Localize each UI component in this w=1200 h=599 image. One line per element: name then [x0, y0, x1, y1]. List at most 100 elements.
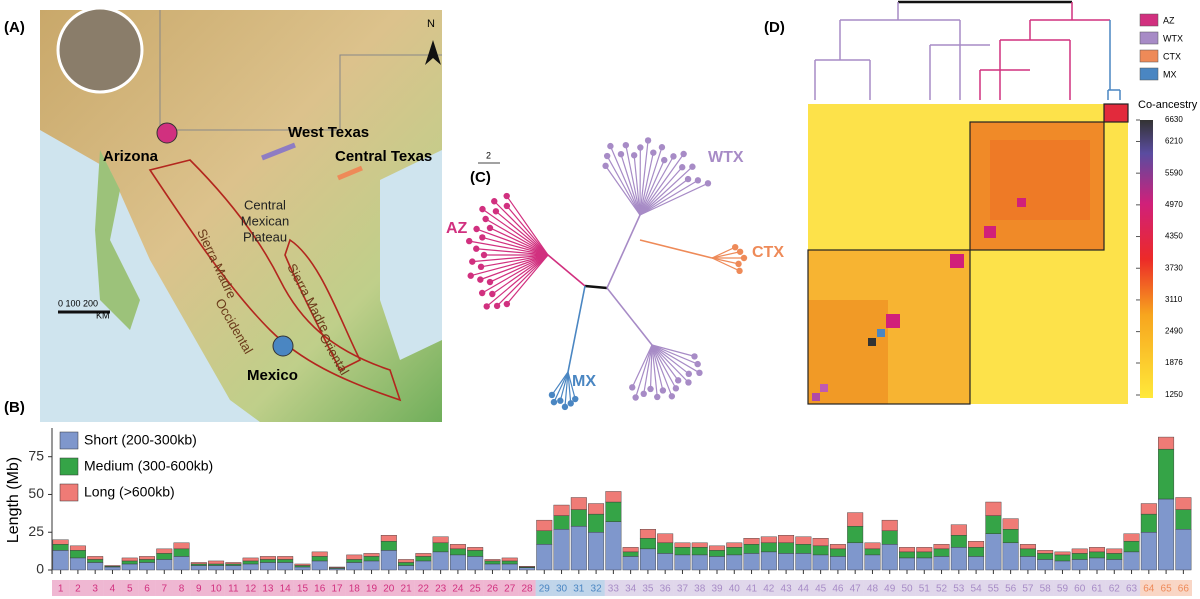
tree-tip — [644, 137, 652, 144]
tree-tip — [647, 385, 654, 393]
x-tick-label: 55 — [988, 584, 1000, 595]
x-tick-label: 39 — [711, 584, 723, 595]
bar-segment — [1158, 448, 1175, 500]
tree-branch — [631, 344, 653, 388]
bar-segment — [829, 544, 846, 550]
bar-segment — [570, 497, 587, 510]
label-strip — [535, 580, 553, 596]
bar-segment — [760, 551, 777, 571]
bar-segment — [691, 554, 708, 571]
tree-branch — [651, 344, 689, 383]
bar-segment — [346, 559, 363, 563]
diag-cell — [886, 314, 900, 328]
tree-tip — [469, 258, 476, 265]
bar-segment — [657, 553, 674, 571]
bar-segment — [190, 562, 207, 565]
x-tick-label: 66 — [1178, 584, 1190, 595]
bar-segment — [156, 559, 173, 571]
tree-tip — [557, 397, 564, 404]
panel-label: (C) — [470, 169, 491, 186]
y-tick-label: 75 — [28, 447, 44, 463]
bar-segment — [1106, 553, 1123, 560]
scale-label: 0 100 200 — [58, 298, 98, 308]
legend-label: Long (>600kb) — [84, 484, 175, 500]
label-strip — [397, 580, 415, 596]
tree-branch — [476, 228, 549, 256]
bar-segment — [553, 529, 570, 571]
x-tick-label: 42 — [763, 584, 775, 595]
bar-segment — [1175, 509, 1192, 530]
bar-segment — [484, 560, 501, 565]
bar-segment — [208, 563, 225, 566]
bar-segment — [415, 560, 432, 571]
bar-segment — [605, 491, 622, 503]
bar-segment — [864, 548, 881, 556]
legend-swatch — [59, 431, 79, 450]
bar-segment — [52, 539, 69, 545]
tree-tip — [480, 251, 488, 259]
site-label: Arizona — [103, 148, 159, 165]
legend-swatch — [1139, 49, 1159, 63]
bar-segment — [398, 559, 415, 563]
legend-label: AZ — [1163, 15, 1175, 25]
x-tick-label: 19 — [366, 584, 378, 595]
tree-branch — [639, 159, 665, 216]
label-strip — [1071, 580, 1089, 596]
legend-label: Medium (300-600kb) — [84, 458, 213, 474]
bar-segment — [173, 548, 190, 557]
bar-segment — [622, 556, 639, 571]
x-tick-label: 24 — [452, 584, 464, 595]
x-tick-label: 13 — [262, 584, 274, 595]
bar-segment — [294, 566, 311, 571]
block-outline — [807, 249, 971, 405]
tree-tip — [696, 369, 703, 377]
diag-cell — [950, 254, 964, 268]
label-strip — [224, 580, 242, 596]
tree-tip — [659, 387, 667, 394]
bar-segment — [467, 547, 484, 551]
colorbar-tick-label: 3730 — [1165, 263, 1183, 272]
tree-tip — [492, 208, 500, 215]
tree-branch — [639, 156, 674, 216]
tree-branch — [476, 248, 549, 256]
label-strip — [501, 580, 519, 596]
tree-tip — [670, 153, 677, 160]
bar-segment — [812, 545, 829, 556]
quail-photo — [56, 6, 144, 94]
bar-segment — [121, 560, 138, 565]
colorbar-tick-label: 3110 — [1165, 295, 1183, 304]
bar-segment — [916, 551, 933, 559]
label-strip — [570, 580, 588, 596]
bar-segment — [674, 542, 691, 548]
bar-segment — [121, 557, 138, 562]
x-tick-label: 6 — [144, 584, 150, 595]
bar-segment — [104, 565, 121, 567]
label-strip — [915, 580, 933, 596]
bar-segment — [467, 556, 484, 571]
tree-tip — [602, 162, 609, 170]
bar-segment — [52, 544, 69, 551]
bar-segment — [933, 556, 950, 571]
legend-swatch — [1139, 67, 1159, 81]
x-tick-label: 35 — [642, 584, 654, 595]
legend-label: Short (200-300kb) — [84, 432, 197, 448]
map-gulf — [380, 150, 442, 360]
tree-tip — [622, 141, 630, 149]
label-strip — [86, 580, 104, 596]
bar-segment — [432, 542, 449, 553]
clade-label: WTX — [708, 149, 744, 166]
region-label: Central — [244, 197, 286, 212]
tree-branch — [491, 254, 549, 295]
tree-branch — [639, 182, 709, 216]
tree-tip — [548, 391, 556, 399]
tree-tip — [736, 248, 744, 255]
x-tick-label: 49 — [884, 584, 896, 595]
bar-segment — [398, 565, 415, 571]
bar-segment — [277, 559, 294, 563]
tree-branch — [506, 195, 549, 256]
tree-branch — [482, 236, 549, 256]
tree-tip — [740, 254, 748, 262]
bar-segment — [829, 548, 846, 557]
x-tick-label: 29 — [539, 584, 551, 595]
